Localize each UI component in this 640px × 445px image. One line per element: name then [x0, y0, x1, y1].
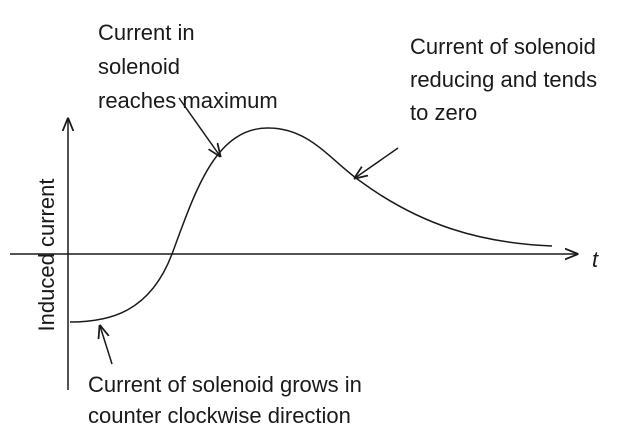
pointer-arrow [355, 147, 399, 178]
pointer-arrow [100, 326, 113, 365]
annotation-line: Current of solenoid grows in [88, 372, 362, 397]
annotation-line: reaches maximum [98, 88, 278, 113]
y-axis-label: Induced current [34, 179, 59, 332]
annotation-line: reducing and tends [410, 67, 597, 92]
annotation-line: Current in [98, 20, 195, 45]
annotation-line: to zero [410, 100, 477, 125]
induced-current-curve [69, 127, 553, 323]
annotation-line: counter clockwise direction [88, 403, 351, 428]
pointer-arrow [178, 97, 220, 156]
annotation-line: Current of solenoid [410, 34, 596, 59]
annotation-line: solenoid [98, 54, 180, 79]
x-axis-label: t [592, 247, 599, 272]
